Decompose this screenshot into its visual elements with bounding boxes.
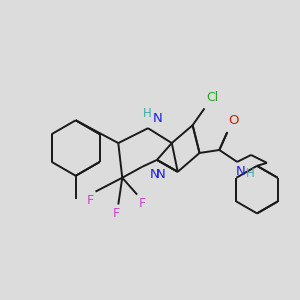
- Text: H: H: [246, 167, 255, 180]
- Text: F: F: [113, 208, 120, 220]
- Text: Cl: Cl: [206, 92, 219, 104]
- Text: O: O: [228, 114, 239, 127]
- Text: N: N: [156, 168, 166, 181]
- Text: N: N: [153, 112, 163, 125]
- Text: H: H: [143, 107, 152, 120]
- Text: F: F: [86, 194, 94, 207]
- Text: N: N: [236, 165, 246, 178]
- Text: N: N: [150, 168, 160, 181]
- Text: F: F: [139, 196, 146, 210]
